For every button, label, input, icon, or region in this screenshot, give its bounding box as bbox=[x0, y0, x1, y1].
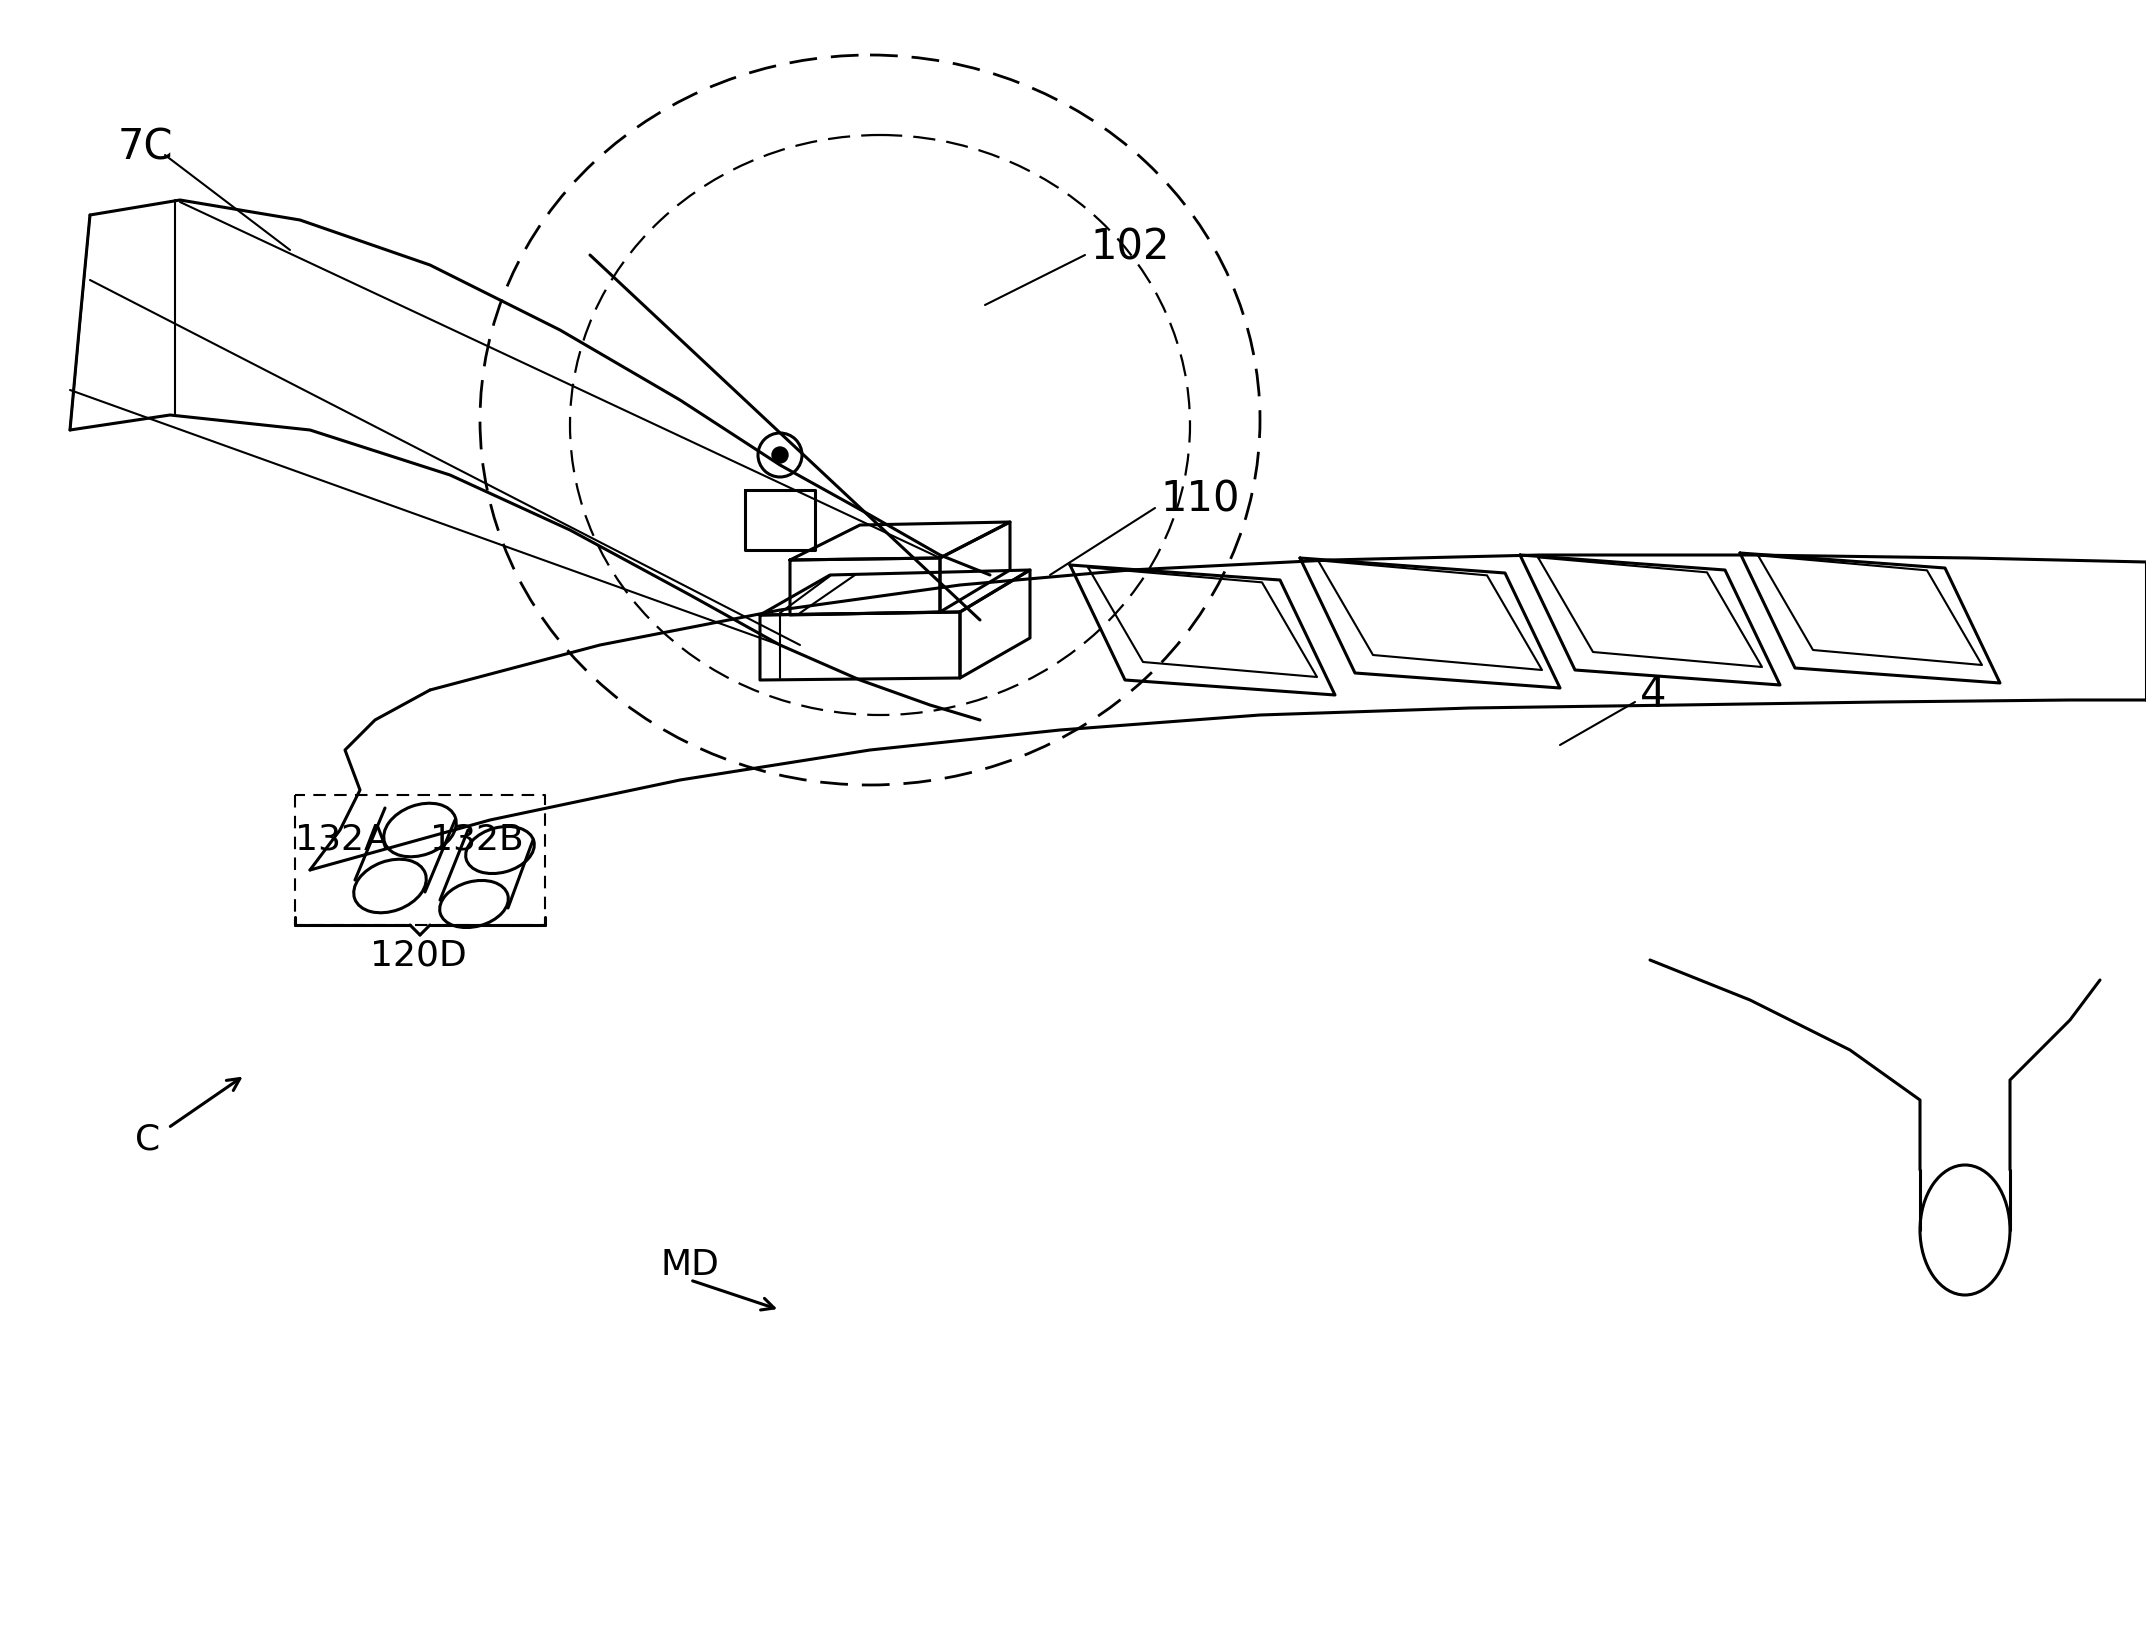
Text: MD: MD bbox=[661, 1249, 719, 1282]
Text: 132A: 132A bbox=[294, 823, 388, 858]
Text: 120D: 120D bbox=[369, 938, 466, 973]
Text: 110: 110 bbox=[1161, 480, 1240, 521]
Circle shape bbox=[773, 447, 788, 463]
Text: 102: 102 bbox=[1090, 227, 1170, 269]
Text: 132B: 132B bbox=[429, 823, 524, 858]
Text: 7C: 7C bbox=[118, 127, 174, 169]
Text: 4: 4 bbox=[1640, 674, 1667, 716]
Text: C: C bbox=[135, 1124, 161, 1157]
